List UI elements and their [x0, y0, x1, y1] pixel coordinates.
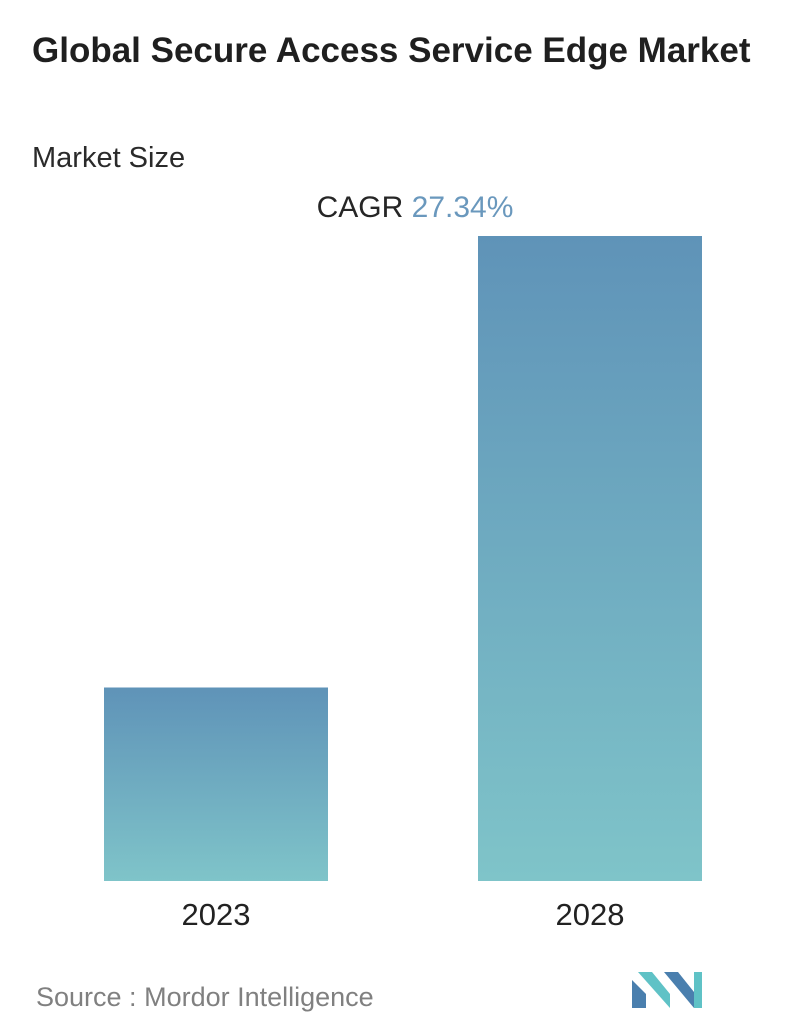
source-label: Source : — [36, 982, 137, 1012]
x-tick-label-2023: 2023 — [182, 897, 251, 932]
cagr-value: 27.34% — [411, 191, 514, 224]
cagr-label: CAGR — [316, 191, 404, 224]
source-name: Mordor Intelligence — [144, 982, 374, 1012]
mordor-intelligence-logo-icon — [632, 972, 702, 1008]
source-note: Source : Mordor Intelligence — [36, 978, 374, 1016]
chart-title: Global Secure Access Service Edge Market — [32, 31, 751, 70]
bar-2028 — [478, 236, 702, 881]
chart-subtitle: Market Size — [32, 142, 186, 174]
cagr-annotation: CAGR 27.34% — [0, 188, 796, 228]
x-tick-label-2028: 2028 — [556, 897, 625, 932]
bar-2023 — [104, 687, 328, 881]
